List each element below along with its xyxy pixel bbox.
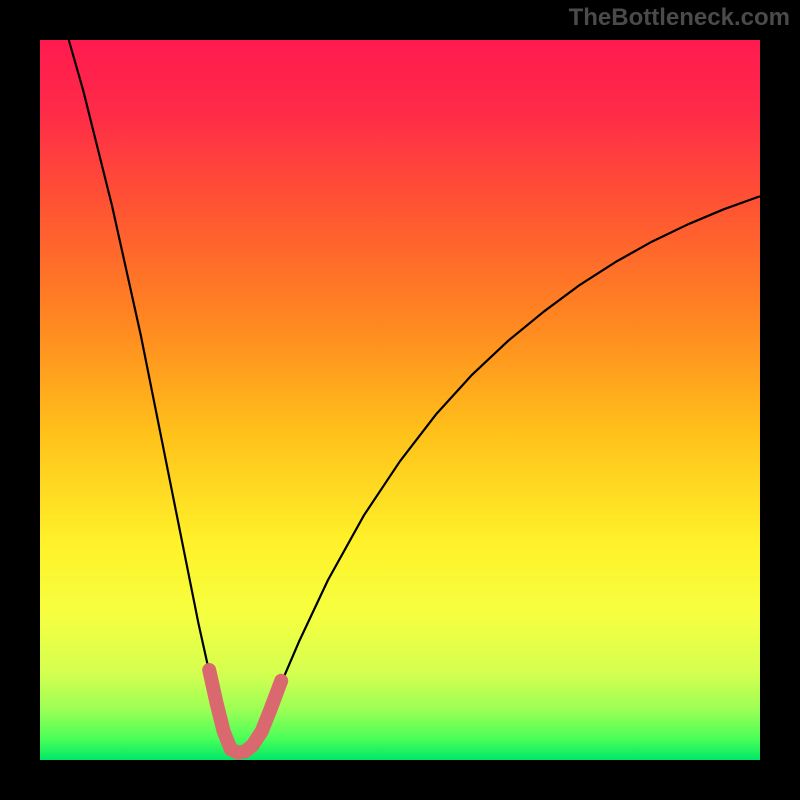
watermark-text: TheBottleneck.com: [569, 4, 790, 32]
chart-container: TheBottleneck.com: [0, 0, 800, 800]
chart-svg: [0, 0, 800, 800]
plot-background-gradient: [40, 40, 760, 760]
